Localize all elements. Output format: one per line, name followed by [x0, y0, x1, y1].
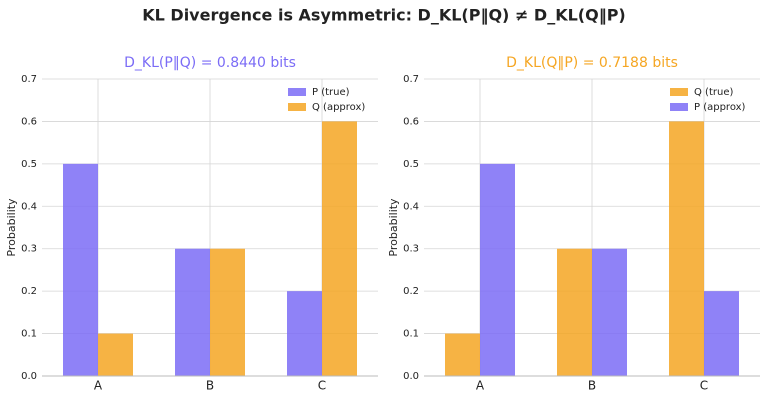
y-tick-label: 0.3 [21, 244, 37, 255]
y-tick-label: 0.2 [21, 286, 37, 297]
bar [669, 121, 704, 376]
y-tick-label: 0.7 [403, 74, 419, 85]
bar [557, 248, 592, 376]
chart-title: D_KL(P‖Q) = 0.8440 bits [124, 55, 296, 71]
y-tick-label: 0.5 [21, 159, 37, 170]
bar [63, 163, 98, 376]
x-tick-label: B [206, 379, 214, 393]
y-tick-label: 0.6 [21, 116, 37, 127]
legend-label: Q (approx) [312, 102, 365, 113]
bar [592, 248, 627, 376]
legend-label: P (true) [312, 87, 350, 98]
bar [287, 291, 322, 376]
legend-swatch [670, 103, 688, 111]
bar [98, 333, 133, 376]
y-axis-label: Probability [5, 198, 18, 257]
y-tick-label: 0.1 [403, 329, 419, 340]
chart-title: D_KL(Q‖P) = 0.7188 bits [506, 55, 678, 71]
bar [480, 163, 515, 376]
y-tick-label: 0.7 [21, 74, 37, 85]
y-tick-label: 0.5 [403, 159, 419, 170]
x-tick-label: B [588, 379, 596, 393]
figure-title: KL Divergence is Asymmetric: D_KL(P‖Q) ≠… [142, 6, 626, 26]
y-tick-label: 0.2 [403, 286, 419, 297]
legend-swatch [288, 103, 306, 111]
bar [322, 121, 357, 376]
bar [175, 248, 210, 376]
x-tick-label: C [318, 379, 326, 393]
y-axis-label: Probability [387, 198, 400, 257]
y-tick-label: 0.0 [403, 371, 419, 382]
bar [445, 333, 480, 376]
x-tick-label: A [476, 379, 485, 393]
y-tick-label: 0.6 [403, 116, 419, 127]
y-tick-label: 0.0 [21, 371, 37, 382]
legend-swatch [288, 88, 306, 96]
bar [704, 291, 739, 376]
legend-swatch [670, 88, 688, 96]
x-tick-label: C [700, 379, 708, 393]
bar [210, 248, 245, 376]
y-tick-label: 0.3 [403, 244, 419, 255]
x-tick-label: A [94, 379, 103, 393]
legend-label: Q (true) [694, 87, 733, 98]
y-tick-label: 0.4 [403, 201, 419, 212]
y-tick-label: 0.1 [21, 329, 37, 340]
y-tick-label: 0.4 [21, 201, 37, 212]
legend-label: P (approx) [694, 102, 746, 113]
